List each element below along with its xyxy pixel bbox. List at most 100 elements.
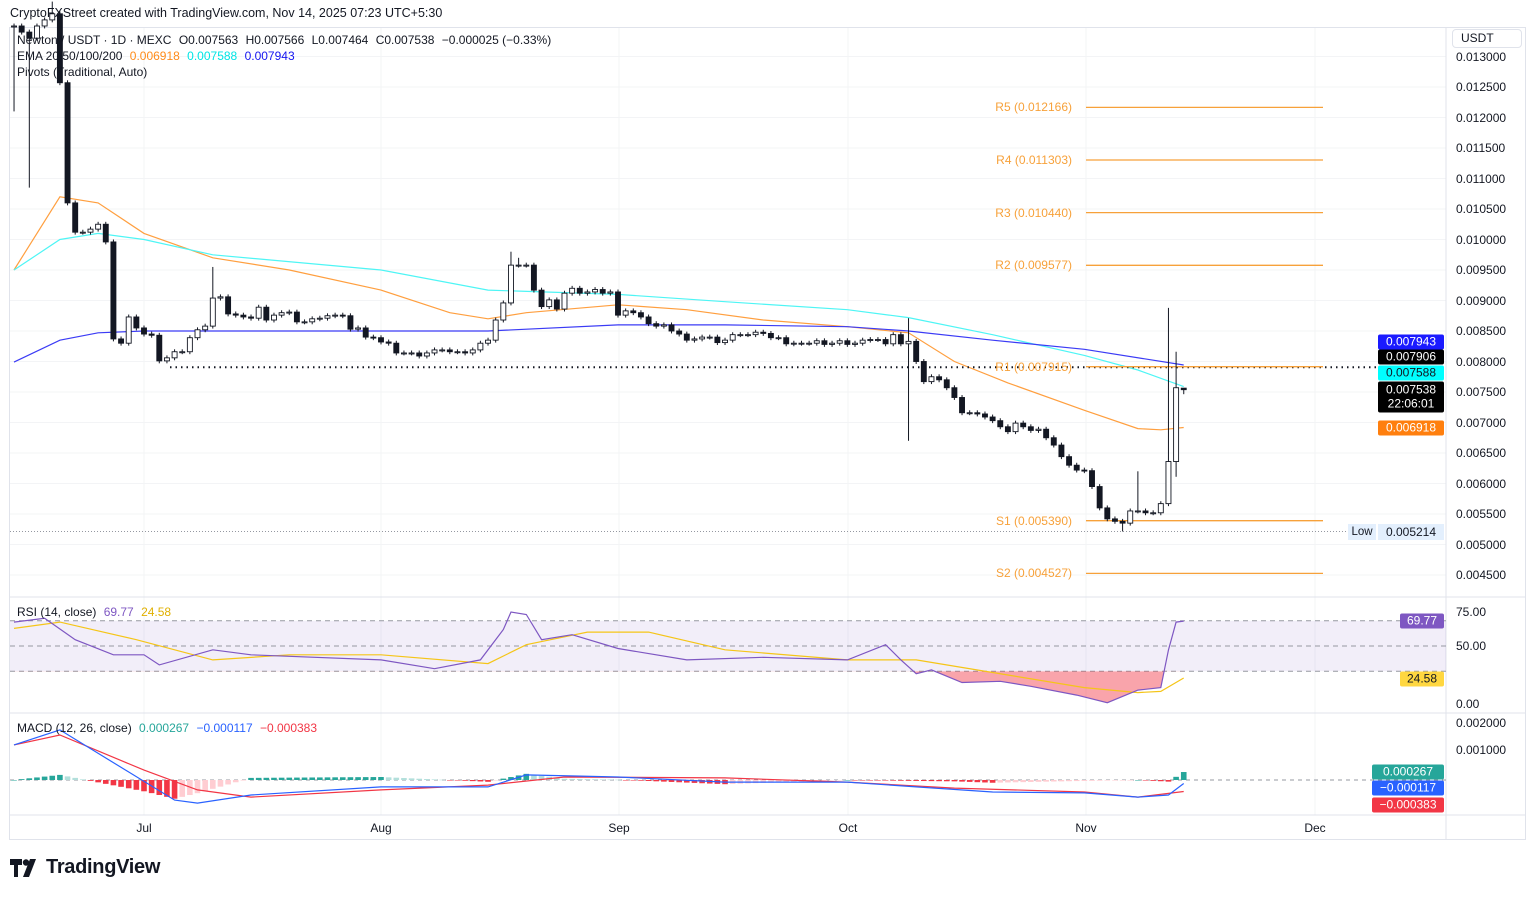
- candle: [913, 338, 920, 364]
- candle-body: [324, 315, 331, 319]
- candle-body: [194, 329, 201, 339]
- candle-body: [133, 316, 140, 329]
- candle-body: [722, 339, 728, 344]
- rsi-tick-50: 50.00: [1456, 639, 1487, 653]
- macd-histogram-bar: [890, 780, 897, 781]
- candle: [355, 325, 362, 332]
- candle: [637, 310, 644, 320]
- macd-histogram-bar: [676, 780, 682, 783]
- macd-histogram-bar: [439, 779, 445, 781]
- candle-body: [362, 327, 369, 338]
- candle-body: [1180, 387, 1187, 391]
- macd-histogram-bar: [638, 780, 644, 781]
- ohlc-open: O0.007563: [178, 33, 239, 47]
- date-tick-dec: Dec: [1304, 821, 1326, 835]
- candle-body: [1027, 426, 1034, 431]
- candle: [110, 239, 117, 342]
- pivots-legend[interactable]: Pivots (Traditional, Auto): [17, 65, 148, 79]
- candle: [148, 331, 155, 338]
- macd-histogram-bar: [362, 777, 369, 780]
- candle: [339, 312, 346, 319]
- macd-histogram-bar: [317, 777, 323, 780]
- candle-body: [553, 299, 560, 310]
- macd-histogram-bar: [531, 774, 537, 780]
- macd-histogram-bar: [286, 777, 293, 780]
- price-tick: 0.010000: [1456, 232, 1507, 247]
- candle-body: [683, 333, 690, 341]
- symbol-legend[interactable]: Newton / USDT · 1D · MEXC O0.007563 H0.0…: [17, 33, 555, 47]
- macd-histogram-bar: [1066, 780, 1072, 782]
- candle: [1081, 467, 1088, 474]
- candle-body: [660, 324, 667, 327]
- candle-body: [255, 306, 262, 319]
- ema20-line: [13, 196, 1184, 431]
- currency-button[interactable]: USDT: [1452, 29, 1522, 48]
- candle: [599, 287, 606, 296]
- candle: [1027, 424, 1034, 433]
- macd-histogram-bar: [1135, 780, 1141, 781]
- macd-histogram-bar: [141, 780, 147, 792]
- candle: [760, 329, 767, 336]
- candle: [1127, 508, 1134, 526]
- macd-histogram-bar: [599, 779, 606, 780]
- macd-histogram-bar: [271, 777, 277, 780]
- candle-body: [370, 336, 377, 339]
- candle-body: [1157, 503, 1164, 514]
- ema20-price-label: 0.006918: [1378, 420, 1444, 436]
- candle-body: [278, 312, 285, 316]
- candle-body: [806, 342, 813, 345]
- macd-histogram-bar: [447, 780, 453, 781]
- macd-histogram-bar: [989, 780, 996, 783]
- macd-histogram-bar: [852, 780, 858, 781]
- candle-body: [378, 337, 384, 343]
- candle-body: [118, 338, 125, 344]
- ema100-value: 0.007588: [187, 49, 238, 63]
- candle: [225, 294, 232, 317]
- candle: [156, 332, 163, 364]
- candle-body: [469, 349, 476, 354]
- candle: [347, 313, 354, 332]
- rsi-legend[interactable]: RSI (14, close) 69.77 24.58: [17, 605, 175, 619]
- macd-histogram-bar: [26, 778, 33, 780]
- macd-tick-2: 0.002000: [1456, 716, 1507, 730]
- candle-body: [982, 413, 988, 418]
- candle: [423, 350, 430, 359]
- tradingview-logo[interactable]: TradingView: [10, 856, 160, 879]
- candle: [897, 332, 904, 347]
- candle: [49, 1, 56, 23]
- macd-histogram-bar: [301, 777, 308, 780]
- macd-histogram-bar: [974, 780, 981, 783]
- candle-body: [240, 314, 247, 318]
- candle-body: [668, 324, 675, 332]
- macd-histogram-bar: [783, 780, 789, 783]
- candle: [1012, 420, 1019, 435]
- macd-histogram-bar: [1050, 780, 1057, 782]
- macd-histogram-bar: [34, 777, 40, 780]
- candle-body: [653, 323, 660, 327]
- candle: [431, 347, 438, 356]
- candle-body: [699, 336, 706, 340]
- macd-histogram-bar: [492, 780, 499, 781]
- candle-body: [615, 291, 621, 316]
- candle-body: [171, 351, 178, 359]
- candle-body: [790, 342, 797, 345]
- pivot-label: R4 (0.011303): [996, 153, 1072, 168]
- pivot-lines: [10, 106, 1446, 575]
- candle-body: [1020, 422, 1027, 428]
- candle: [508, 251, 514, 306]
- candle: [133, 314, 140, 331]
- candle-body: [462, 351, 469, 354]
- candle: [301, 319, 308, 325]
- macd-legend[interactable]: MACD (12, 26, close) 0.000267 −0.000117 …: [17, 721, 321, 735]
- candle: [171, 349, 178, 361]
- macd-histogram-bar: [653, 780, 660, 782]
- candle: [400, 350, 407, 356]
- macd-histogram-bar: [1158, 780, 1164, 782]
- candle: [989, 414, 996, 424]
- candle: [676, 328, 683, 337]
- candle-body: [859, 339, 866, 344]
- ema-legend[interactable]: EMA 20/50/100/200 0.006918 0.007588 0.00…: [17, 49, 299, 63]
- macd-histogram-bar: [829, 780, 835, 781]
- macd-histogram-bar: [898, 780, 904, 781]
